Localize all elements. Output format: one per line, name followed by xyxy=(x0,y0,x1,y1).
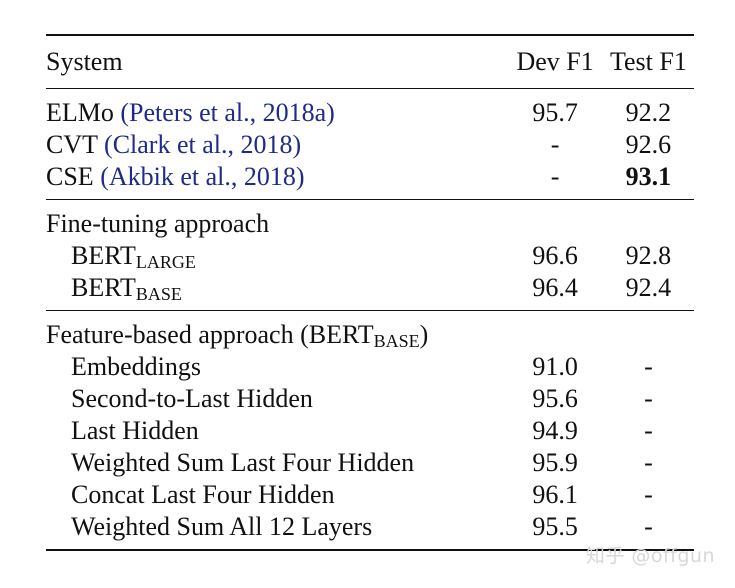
system-name: CVT xyxy=(46,130,98,159)
section-title-fine-tuning: Fine-tuning approach xyxy=(46,199,694,240)
section-title-suffix: ) xyxy=(419,320,429,349)
section-title-text: Feature-based approach (BERT xyxy=(46,320,374,349)
system-name: Embeddings xyxy=(71,352,201,381)
section-title-row: Feature-based approach (BERTBASE) xyxy=(46,310,694,351)
dev-f1-cell: 91.0 xyxy=(532,352,578,381)
system-cell: CSE (Akbik et al., 2018) xyxy=(46,161,507,200)
table-row-elmo: ELMo (Peters et al., 2018a) 95.7 92.2 xyxy=(46,88,694,129)
table-row-last-hidden: Last Hidden 94.9 - xyxy=(46,415,694,447)
dev-f1-cell: 96.1 xyxy=(532,480,578,509)
test-f1-cell: - xyxy=(644,384,653,413)
test-f1-cell: - xyxy=(644,352,653,381)
ner-results-table: System Dev F1 Test F1 ELMo (Peters et al… xyxy=(46,34,694,551)
system-name: BERT xyxy=(71,241,136,270)
table-row-bert-base: BERTBASE 96.4 92.4 xyxy=(46,272,694,311)
table-row-concat-four: Concat Last Four Hidden 96.1 - xyxy=(46,479,694,511)
dev-f1-cell: - xyxy=(550,162,560,191)
citation-link[interactable]: (Clark et al., 2018) xyxy=(104,130,302,159)
header-test-f1: Test F1 xyxy=(602,34,694,89)
system-cell: CVT (Clark et al., 2018) xyxy=(46,129,507,161)
test-f1-cell: - xyxy=(644,416,653,445)
dev-f1-cell: 95.5 xyxy=(507,511,603,551)
system-cell: BERTLARGE xyxy=(46,240,507,272)
test-f1-cell: - xyxy=(644,480,653,509)
system-name: Second-to-Last Hidden xyxy=(71,384,313,413)
system-cell: BERTBASE xyxy=(46,272,507,311)
test-f1-cell: 92.2 xyxy=(602,88,694,129)
table-row-cvt: CVT (Clark et al., 2018) - 92.6 xyxy=(46,129,694,161)
watermark-text: 知乎 @offgun xyxy=(585,545,715,567)
section-title-row: Fine-tuning approach xyxy=(46,199,694,240)
baselines-group: ELMo (Peters et al., 2018a) 95.7 92.2 CV… xyxy=(46,88,694,200)
dev-f1-cell: - xyxy=(550,130,560,159)
dev-f1-cell: 96.4 xyxy=(532,273,578,302)
test-f1-cell: 92.6 xyxy=(625,130,672,159)
table-header-row: System Dev F1 Test F1 xyxy=(46,34,694,89)
system-name: Last Hidden xyxy=(71,416,199,445)
system-name: ELMo xyxy=(46,98,114,127)
system-cell: ELMo (Peters et al., 2018a) xyxy=(46,88,508,129)
fine-tuning-group: Fine-tuning approach BERTLARGE 96.6 92.8… xyxy=(46,199,694,311)
system-name: Concat Last Four Hidden xyxy=(71,480,335,509)
dev-f1-cell: 95.7 xyxy=(507,88,603,129)
model-size-subscript: LARGE xyxy=(135,252,196,272)
dev-f1-cell: 94.9 xyxy=(532,416,578,445)
test-f1-cell: 92.8 xyxy=(625,241,672,270)
table-row-bert-large: BERTLARGE 96.6 92.8 xyxy=(46,240,694,272)
section-title-feature-based: Feature-based approach (BERTBASE) xyxy=(46,310,694,351)
header-dev-f1: Dev F1 xyxy=(507,34,603,89)
header-system: System xyxy=(46,34,508,89)
system-name: Weighted Sum All 12 Layers xyxy=(46,511,508,551)
table-row-second-to-last: Second-to-Last Hidden 95.6 - xyxy=(46,383,694,415)
table-row-weighted-sum-four: Weighted Sum Last Four Hidden 95.9 - xyxy=(46,447,694,479)
test-f1-cell: - xyxy=(602,511,694,551)
feature-based-group: Feature-based approach (BERTBASE) Embedd… xyxy=(46,310,694,551)
model-size-subscript: BASE xyxy=(135,284,182,304)
test-f1-cell: 92.4 xyxy=(625,273,672,302)
results-table-container: System Dev F1 Test F1 ELMo (Peters et al… xyxy=(46,34,694,551)
test-f1-cell-best: 93.1 xyxy=(625,162,672,191)
citation-link[interactable]: (Peters et al., 2018a) xyxy=(120,98,335,127)
system-name: CSE xyxy=(46,162,94,191)
system-name: BERT xyxy=(71,273,136,302)
test-f1-cell: - xyxy=(644,448,653,477)
system-name: Weighted Sum Last Four Hidden xyxy=(71,448,415,477)
model-size-subscript: BASE xyxy=(373,331,420,351)
dev-f1-cell: 95.9 xyxy=(532,448,578,477)
table-row-embeddings: Embeddings 91.0 - xyxy=(46,351,694,383)
dev-f1-cell: 95.6 xyxy=(532,384,578,413)
table-row-weighted-sum-all: Weighted Sum All 12 Layers 95.5 - xyxy=(46,511,694,551)
dev-f1-cell: 96.6 xyxy=(532,241,578,270)
table-row-cse: CSE (Akbik et al., 2018) - 93.1 xyxy=(46,161,694,200)
citation-link[interactable]: (Akbik et al., 2018) xyxy=(100,162,305,191)
